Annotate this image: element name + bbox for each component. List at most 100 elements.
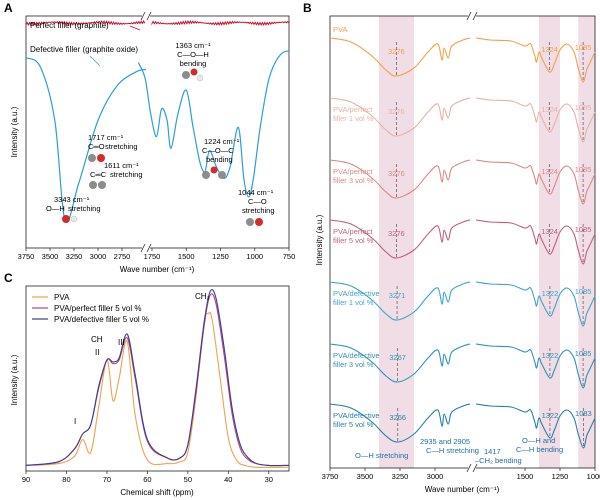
panel-a-x-label: Wave number (cm⁻¹) <box>120 265 195 274</box>
series-label: PVA <box>333 25 347 34</box>
spectrum-line <box>329 281 596 327</box>
co-peak-label: 1085 <box>575 165 592 174</box>
panel-c-x-tick-label: 90 <box>22 475 30 484</box>
annotation-1363-value: 1363 cm⁻¹ <box>175 41 211 50</box>
panel-b-x-label: Wave number (cm⁻¹) <box>425 485 500 494</box>
annotation-1611-value: 1611 cm⁻¹ <box>104 161 139 170</box>
panel-a-x-ticks: 3750 3500 3250 3000 2750 1750 1500 1250 1000 750 <box>18 248 296 261</box>
panel-b-x-ticks: 3750 3500 3250 3000 1500 1250 1000 <box>322 468 600 481</box>
oh-ch-bending-line2: C—H bending <box>516 445 563 454</box>
annotation-1717-value: 1717 cm⁻¹ <box>88 133 124 142</box>
peak-label-ch2: CH₂ <box>195 292 210 301</box>
panel-a-x-tick-label: 1250 <box>212 252 229 261</box>
panel-a-x-tick-label: 3500 <box>42 252 59 261</box>
spectrum-line <box>329 219 596 265</box>
panel-c-frame <box>25 285 290 472</box>
nmr-series-line <box>25 311 289 468</box>
annotation-1363-mode: bending <box>180 59 207 68</box>
series-label: PVA/perfect <box>333 227 373 236</box>
panel-c-x-tick-label: 80 <box>62 475 70 484</box>
annotation-3343: 3343 cm⁻¹ O—H stretching <box>46 195 101 223</box>
spectrum-line <box>329 37 596 83</box>
oh-peak-label: 3267 <box>389 353 406 362</box>
oh-stretching-label: O—H stretching <box>355 451 408 460</box>
ch-stretching-label: C—H stretching <box>426 446 479 455</box>
panel-b-x-tick-label: 1000 <box>587 472 600 481</box>
panel-c-x-tick-label: 60 <box>143 475 151 484</box>
panel-b-annotations: O—H stretching 2935 and 2905 C—H stretch… <box>355 436 563 465</box>
panel-a-y-label: Intensity (a.u.) <box>10 106 19 157</box>
panel-c-spectra <box>25 289 290 468</box>
co-peak-label: 1085 <box>575 103 592 112</box>
nmr-series-line <box>25 289 290 467</box>
peak-label-ii: II <box>95 348 99 357</box>
ch-peak-label: 1322 <box>542 351 559 360</box>
annotation-1363: 1363 cm⁻¹ C—O—H bending <box>175 41 211 82</box>
annotation-1224: 1224 cm⁻¹ C—O—C bending <box>202 137 240 179</box>
graphite-legend-arrow <box>129 25 141 31</box>
panel-a-x-tick-label: 3250 <box>66 252 83 261</box>
ch-peak-label: 1324 <box>541 45 558 54</box>
series-label: filler 1 vol % <box>333 114 374 123</box>
annotation-1717-mode: stretching <box>105 142 138 151</box>
molecule-coc-icon <box>202 166 226 179</box>
ch-peak-label: 1324 <box>541 105 558 114</box>
peak-label-ch: CH <box>91 335 103 344</box>
panel-a-x-tick-label: 1000 <box>246 252 263 261</box>
annotation-1611: 1611 cm⁻¹ C═C stretching <box>89 161 143 189</box>
annotation-1044-group: C—O <box>248 197 267 206</box>
molecule-oh-icon <box>62 215 78 223</box>
ch-peak-label: 1324 <box>541 167 558 176</box>
ch-peak-label: 1322 <box>542 289 559 298</box>
annotation-1611-group: C═C <box>90 170 107 179</box>
panel-a-x-tick-label: 1500 <box>178 252 195 261</box>
graphite-oxide-legend-arrow <box>89 55 101 67</box>
ch-stretching-value: 2935 and 2905 <box>420 437 470 446</box>
oh-peak-label: 3276 <box>388 107 405 116</box>
highlight-band <box>578 16 595 468</box>
panel-b-x-tick-label: 3250 <box>392 472 409 481</box>
spectrum-1: 3276 1324 1085 PVA <box>329 25 596 83</box>
oh-peak-label: 3276 <box>388 47 405 56</box>
series-label: PVA/perfect <box>333 105 373 114</box>
oh-peak-label: 3271 <box>389 291 406 300</box>
panel-a-frame <box>25 15 290 249</box>
panel-a-x-tick-label: 750 <box>283 252 296 261</box>
graphite-oxide-legend-label: Defective filler (graphite oxide) <box>30 45 138 54</box>
spectrum-line <box>329 343 596 389</box>
panel-b-x-tick-label: 3750 <box>322 472 339 481</box>
peak-label-iii: III <box>118 338 125 347</box>
series-label: PVA/defective <box>333 351 380 360</box>
panel-c-x-tick-label: 50 <box>184 475 192 484</box>
spectrum-line <box>329 97 596 143</box>
panel-b-y-label: Intensity (a.u.) <box>315 214 324 265</box>
oh-peak-label: 3276 <box>388 229 405 238</box>
series-label: filler 5 vol % <box>333 236 374 245</box>
annotation-1224-mode: bending <box>206 155 233 164</box>
panel-a-x-tick-label: 3000 <box>90 252 107 261</box>
annotation-1717: 1717 cm⁻¹ C═O stretching <box>88 133 138 162</box>
panel-b-highlight-bands <box>379 16 595 468</box>
spectrum-line <box>329 159 596 205</box>
panel-c-x-tick-label: 30 <box>265 475 273 484</box>
panel-a-x-tick-label: 2750 <box>114 252 131 261</box>
annotation-1044-value: 1044 cm⁻¹ <box>238 188 274 197</box>
panel-c-y-label: Intensity (a.u.) <box>10 354 19 405</box>
co-peak-label: 1085 <box>575 225 592 234</box>
panel-c-x-ticks: 90 80 70 60 50 40 30 <box>22 471 273 484</box>
series-label: PVA/defective <box>333 289 380 298</box>
annotation-1044: 1044 cm⁻¹ C—O stretching <box>238 188 275 226</box>
molecule-coh-icon <box>182 68 204 82</box>
ch2-bending-label: –CH₂ bending <box>475 456 522 465</box>
panel-c-x-tick-label: 70 <box>103 475 111 484</box>
peak-label-i: I <box>74 417 76 426</box>
annotation-1224-group: C—O—C <box>202 146 234 155</box>
molecule-co-double-icon <box>88 154 105 162</box>
series-label: filler 3 vol % <box>333 176 374 185</box>
graphite-legend-label: Perfect filler (graphite) <box>30 21 109 30</box>
series-label: PVA/perfect <box>333 167 373 176</box>
